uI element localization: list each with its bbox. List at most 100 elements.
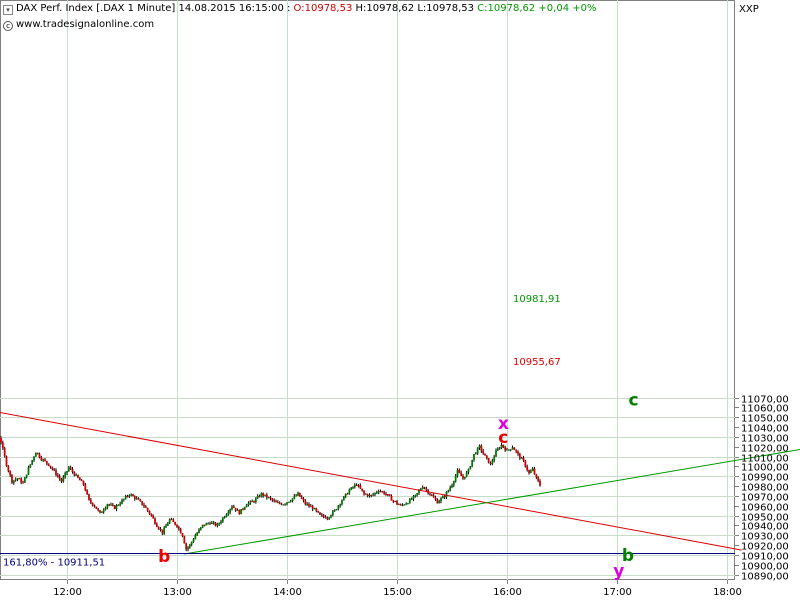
candle-up (449, 487, 452, 491)
candle-up (452, 481, 455, 486)
candle-up (341, 500, 343, 505)
y-tick-label: 11020,00 (741, 444, 789, 455)
high-value: H:10978,62 (355, 3, 415, 14)
candle-down (383, 491, 386, 495)
candle-down (177, 526, 180, 529)
candle-up (110, 504, 112, 506)
candle-up (507, 449, 510, 451)
candle-up (500, 444, 503, 449)
candle-down (77, 474, 79, 478)
candle-down (143, 504, 145, 507)
candle-up (284, 503, 287, 505)
candle-down (154, 518, 156, 524)
candle-down (18, 478, 21, 480)
candle-down (385, 494, 387, 496)
candle-up (198, 529, 200, 533)
candle-down (309, 506, 312, 508)
candle-down (214, 522, 217, 526)
change-percent: +0% (572, 3, 597, 14)
x-tick-label: 17:00 (603, 587, 632, 598)
candle-up (260, 493, 263, 497)
candle-up (478, 445, 481, 449)
candle-down (423, 487, 426, 489)
change-value: +0,04 (538, 3, 570, 14)
candle-up (293, 495, 296, 499)
candle-down (44, 459, 46, 461)
candle-up (471, 459, 474, 467)
candle-up (438, 501, 441, 504)
candle-down (436, 499, 439, 504)
x-tick-label: 18:00 (713, 587, 742, 598)
candle-up (14, 479, 17, 481)
candle-up (67, 467, 70, 472)
candle-down (432, 495, 435, 498)
candle-up (231, 506, 233, 510)
candle-up (337, 505, 340, 510)
candle-up (247, 502, 250, 506)
candle-up (188, 544, 191, 548)
candle-down (73, 472, 76, 476)
candle-down (271, 498, 274, 501)
dropdown-icon[interactable]: ▾ (3, 5, 13, 15)
candle-up (212, 522, 215, 524)
candle-up (440, 498, 442, 502)
candle-up (249, 501, 252, 503)
candle-up (454, 475, 457, 482)
candle-down (148, 510, 151, 514)
candle-up (236, 509, 239, 511)
candle-up (121, 500, 123, 504)
y-tick-label: 10970,00 (741, 493, 789, 504)
candle-up (531, 468, 534, 471)
candle-up (421, 487, 424, 490)
candle-down (40, 457, 43, 461)
candle-down (502, 444, 505, 448)
candle-down (392, 500, 395, 502)
candle-down (157, 526, 160, 529)
candle-down (88, 494, 90, 500)
candle-down (462, 475, 464, 479)
candle-down (429, 493, 431, 495)
candle-down (141, 501, 144, 505)
low-value: L:10978,53 (417, 3, 474, 14)
candle-up (42, 459, 45, 461)
candle-down (300, 496, 303, 499)
candle-up (339, 504, 342, 506)
wave-label: x (498, 414, 509, 434)
candle-down (397, 503, 400, 505)
candle-up (117, 505, 120, 507)
candle-up (29, 464, 32, 468)
candle-up (328, 517, 331, 519)
copyright-icon: c (3, 21, 13, 31)
candle-down (370, 494, 373, 496)
candle-down (159, 528, 162, 530)
candle-up (465, 472, 468, 477)
candle-down (89, 499, 92, 503)
candle-up (511, 447, 514, 450)
candle-down (150, 513, 153, 516)
resistance-value-label: 10955,67 (513, 357, 561, 368)
candle-up (289, 501, 292, 503)
candle-down (315, 508, 318, 511)
candle-down (528, 470, 530, 473)
resistance-line (0, 411, 742, 551)
candle-up (31, 460, 34, 465)
candle-down (49, 465, 52, 468)
candle-down (242, 509, 244, 511)
candle-down (278, 502, 281, 504)
candle-down (258, 496, 261, 498)
candle-up (493, 456, 496, 461)
candle-down (485, 455, 488, 458)
candle-down (9, 470, 12, 475)
close-value: C:10978,62 (477, 3, 536, 14)
candle-down (152, 515, 155, 519)
candle-down (174, 522, 177, 525)
candle-down (69, 467, 72, 469)
candle-down (144, 506, 147, 508)
candle-up (135, 498, 138, 500)
candles (0, 432, 541, 552)
candle-up (368, 494, 371, 497)
candle-down (3, 448, 6, 457)
axes: 11070,0011060,0011050,0011040,0011030,00… (53, 395, 789, 599)
bar-datetime: 14.08.2015 16:15:00 (178, 3, 284, 14)
